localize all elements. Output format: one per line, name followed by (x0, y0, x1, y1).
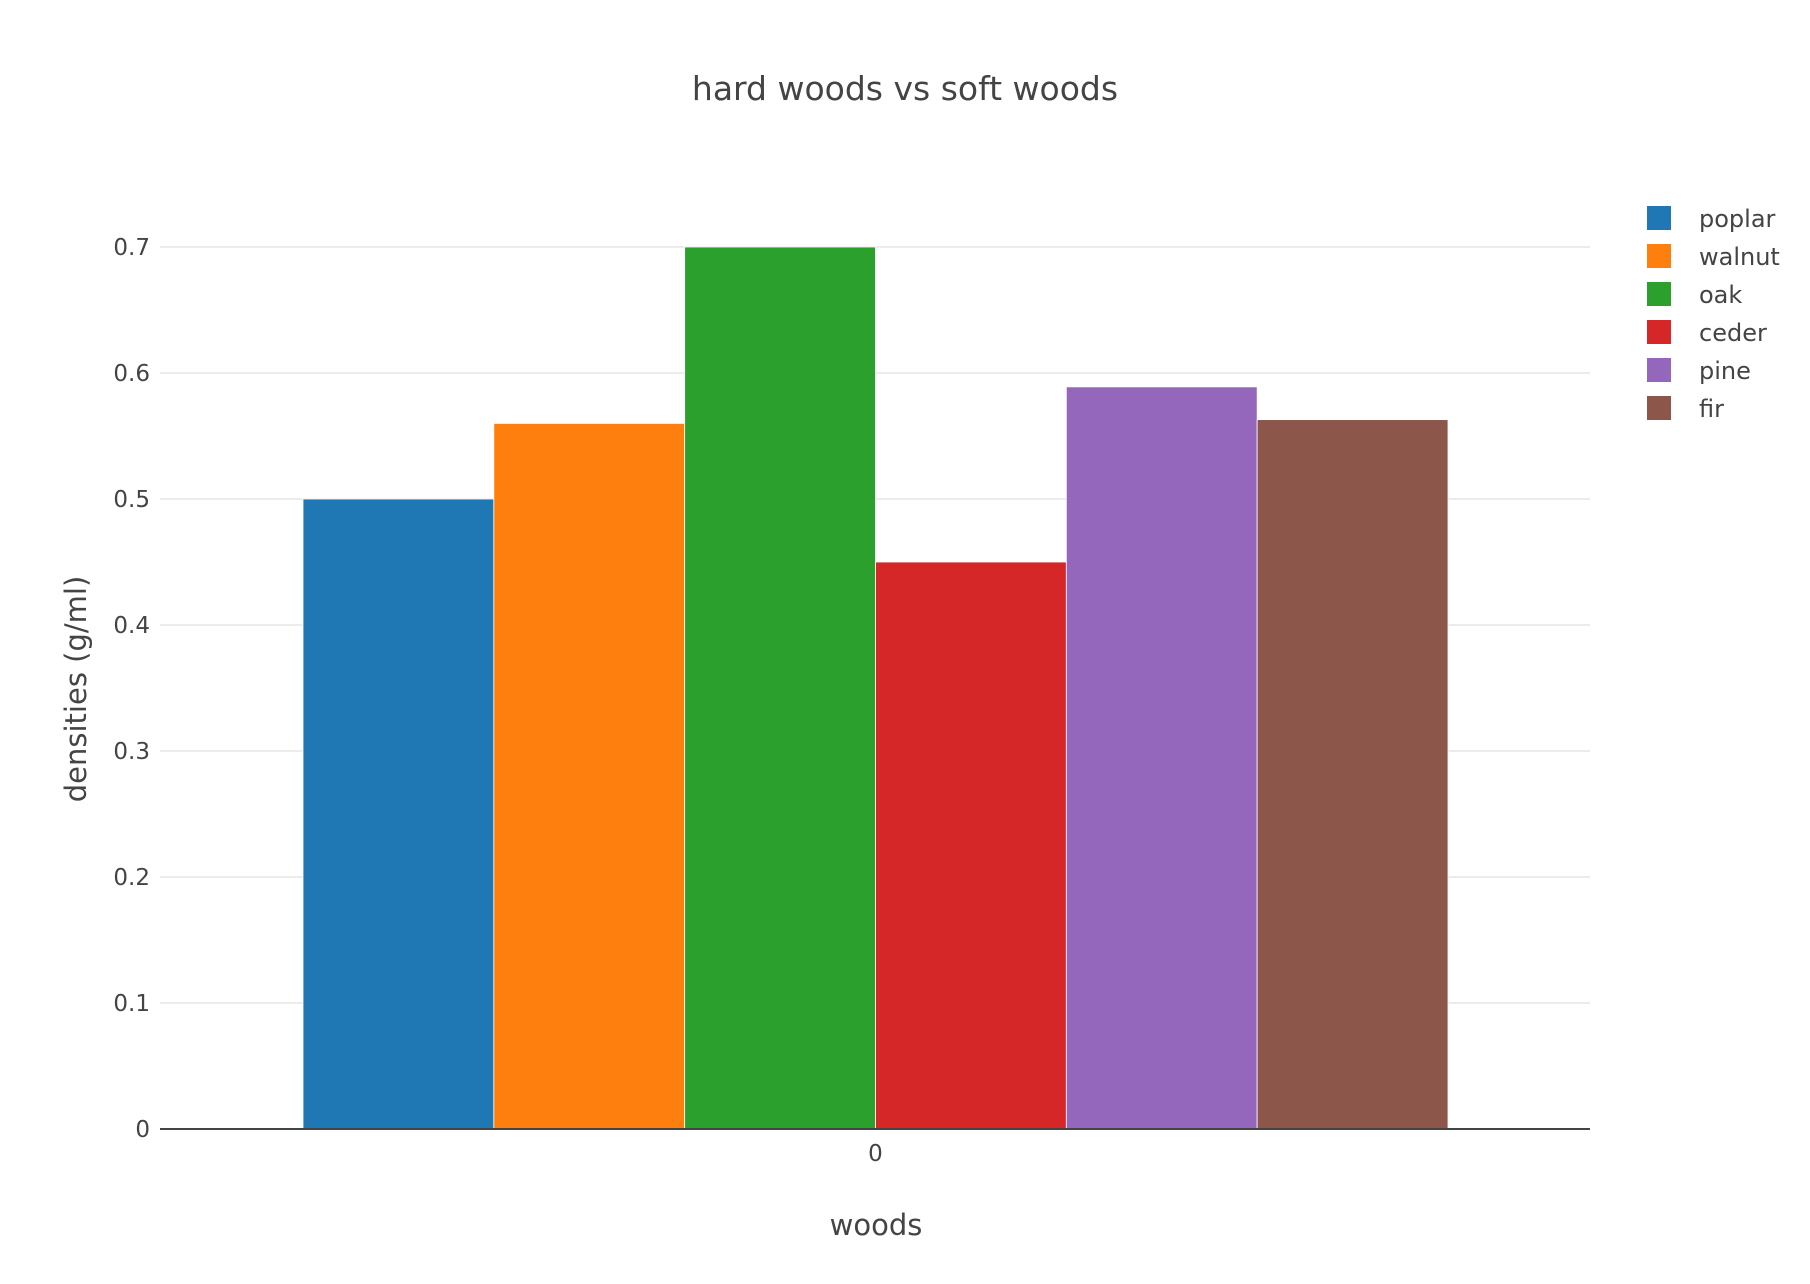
y-tick-label: 0 (135, 1117, 150, 1143)
legend-swatch (1647, 282, 1671, 306)
legend-swatch (1647, 244, 1671, 268)
legend-item-fir[interactable]: fir (1647, 395, 1724, 423)
legend-swatch (1647, 396, 1671, 420)
chart-title: hard woods vs soft woods (692, 69, 1118, 108)
x-tick-label: 0 (868, 1141, 883, 1167)
legend-label: poplar (1699, 205, 1776, 233)
x-axis-title: woods (830, 1208, 923, 1242)
y-tick-label: 0.5 (113, 487, 150, 513)
bars (302, 246, 1449, 1130)
legend-item-oak[interactable]: oak (1647, 281, 1742, 309)
legend[interactable]: poplar walnut oak ceder pine fir (1647, 205, 1780, 423)
legend-swatch (1647, 320, 1671, 344)
y-axis-ticks: 0 0.1 0.2 0.3 0.4 0.5 0.6 0.7 (113, 235, 150, 1143)
legend-item-poplar[interactable]: poplar (1647, 205, 1776, 233)
bar-poplar[interactable] (302, 498, 495, 1130)
y-axis-title: densities (g/ml) (59, 576, 93, 803)
y-tick-label: 0.1 (113, 991, 150, 1017)
legend-label: fir (1699, 395, 1724, 423)
y-tick-label: 0.7 (113, 235, 150, 261)
bar-pine[interactable] (1065, 386, 1258, 1130)
bar-ceder[interactable] (875, 561, 1067, 1130)
legend-swatch (1647, 358, 1671, 382)
legend-swatch (1647, 206, 1671, 230)
legend-label: ceder (1699, 319, 1767, 347)
y-tick-label: 0.6 (113, 361, 150, 387)
legend-label: walnut (1699, 243, 1780, 271)
bar-walnut[interactable] (493, 422, 686, 1130)
bar-fir[interactable] (1256, 419, 1449, 1130)
legend-item-ceder[interactable]: ceder (1647, 319, 1767, 347)
legend-item-pine[interactable]: pine (1647, 357, 1751, 385)
x-axis-ticks: 0 (868, 1141, 883, 1167)
legend-item-walnut[interactable]: walnut (1647, 243, 1780, 271)
legend-label: pine (1699, 357, 1751, 385)
y-tick-label: 0.2 (113, 865, 150, 891)
y-tick-label: 0.3 (113, 739, 150, 765)
y-tick-label: 0.4 (113, 613, 150, 639)
bar-oak[interactable] (684, 246, 876, 1130)
legend-label: oak (1699, 281, 1742, 309)
